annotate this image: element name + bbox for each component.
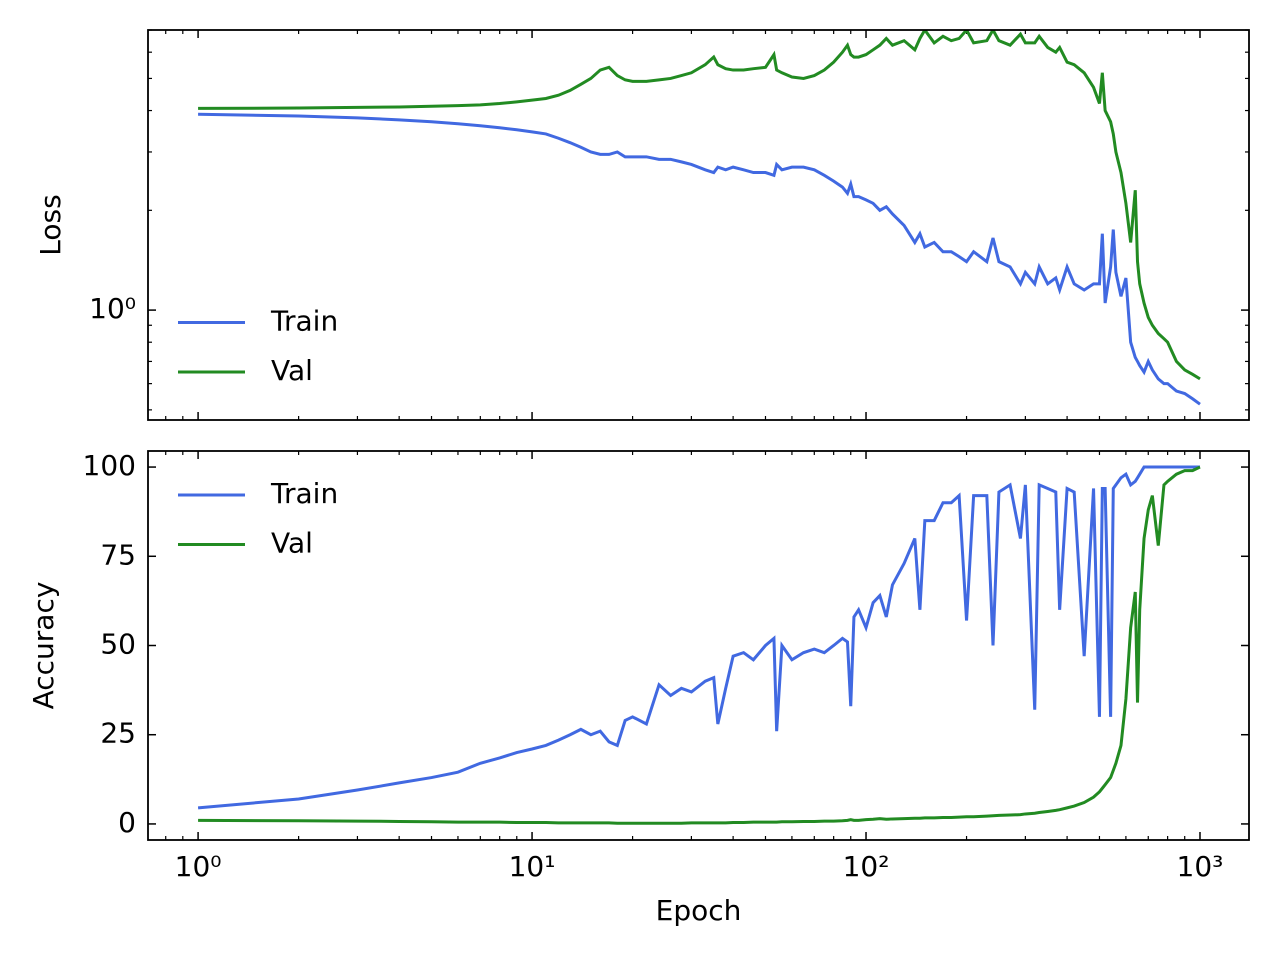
series-line [198,112,1201,406]
legend-label: Val [271,354,313,387]
axes-frame [147,450,1250,841]
axes-frame [147,29,1250,421]
legend-label: Val [271,527,313,560]
y-axis-label: Loss [34,194,67,255]
x-tick-label: 10² [843,850,890,883]
y-tick-label: 75 [100,538,136,571]
y-tick-label: 50 [100,628,136,661]
legend-label: Train [270,477,338,510]
y-tick-label: 25 [100,717,136,750]
legend-label: Train [270,305,338,338]
series-line [197,465,1200,810]
x-axis-label: Epoch [656,894,742,927]
series-line [198,30,1201,381]
x-tick-label: 10¹ [509,850,556,883]
y-tick-label: 10⁰ [89,292,136,325]
x-tick-label: 10⁰ [175,850,222,883]
y-tick-label: 100 [83,449,136,482]
y-axis-label: Accuracy [27,582,60,710]
y-tick-label: 0 [118,806,136,839]
series-line [198,465,1201,825]
x-tick-label: 10³ [1177,850,1224,883]
